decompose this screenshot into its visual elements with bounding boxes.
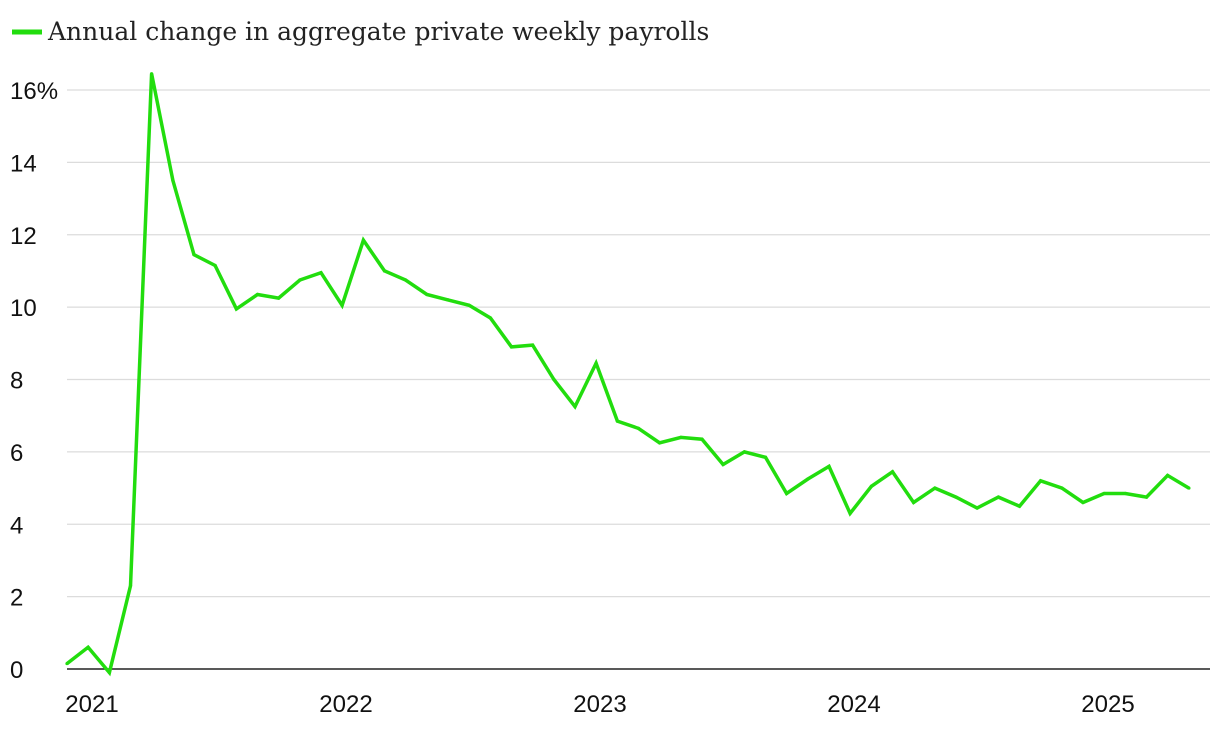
data-point bbox=[530, 343, 535, 347]
data-point bbox=[552, 377, 556, 382]
x-tick-label: 2023 bbox=[573, 691, 626, 718]
y-tick-label: 16% bbox=[10, 78, 58, 105]
series-group bbox=[65, 72, 1191, 677]
data-point bbox=[65, 661, 69, 666]
data-point bbox=[425, 292, 429, 297]
data-point bbox=[1060, 486, 1064, 490]
data-point bbox=[784, 491, 789, 496]
data-point bbox=[679, 435, 683, 439]
data-point bbox=[86, 645, 90, 649]
data-point bbox=[573, 405, 577, 409]
data-point bbox=[107, 671, 112, 675]
x-tick-label: 2024 bbox=[827, 691, 880, 718]
y-tick-label: 14 bbox=[10, 150, 37, 177]
series-line bbox=[65, 73, 1190, 677]
y-tick-label: 8 bbox=[10, 368, 23, 395]
y-tick-label: 6 bbox=[10, 440, 23, 467]
data-point bbox=[890, 470, 895, 474]
data-point bbox=[869, 484, 874, 488]
x-tick-label: 2022 bbox=[319, 691, 372, 718]
legend-label: Annual change in aggregate private weekl… bbox=[47, 17, 709, 46]
data-point bbox=[298, 278, 302, 282]
data-point bbox=[234, 307, 239, 311]
data-point bbox=[721, 462, 725, 467]
legend: Annual change in aggregate private weekl… bbox=[12, 17, 709, 46]
data-point bbox=[509, 345, 514, 349]
data-point bbox=[276, 296, 281, 300]
data-point bbox=[403, 278, 408, 282]
data-point bbox=[700, 437, 704, 441]
data-point bbox=[1017, 504, 1022, 508]
data-point bbox=[149, 72, 154, 76]
data-point bbox=[192, 253, 196, 257]
x-tick-label: 2025 bbox=[1081, 691, 1134, 718]
data-point bbox=[213, 263, 217, 268]
data-point bbox=[171, 178, 175, 183]
y-tick-label: 10 bbox=[10, 295, 37, 322]
data-point bbox=[467, 303, 471, 307]
y-tick-label: 12 bbox=[10, 223, 37, 250]
data-point bbox=[1123, 491, 1128, 496]
data-point bbox=[361, 238, 366, 242]
data-point bbox=[1187, 486, 1191, 490]
x-axis-tick-labels: 2021 2022 2023 2024 2025 bbox=[65, 691, 1134, 718]
data-point bbox=[1038, 479, 1043, 483]
y-tick-label: 0 bbox=[10, 657, 23, 684]
data-point bbox=[996, 495, 1001, 499]
data-point bbox=[975, 506, 979, 510]
data-point bbox=[911, 500, 916, 505]
data-point bbox=[488, 316, 493, 320]
data-point bbox=[827, 464, 831, 468]
data-point bbox=[255, 292, 260, 297]
data-point bbox=[636, 426, 641, 430]
data-point bbox=[340, 303, 344, 307]
data-point bbox=[1165, 473, 1170, 477]
data-point bbox=[742, 450, 747, 454]
data-point bbox=[382, 269, 387, 273]
data-point bbox=[1144, 495, 1149, 499]
data-point bbox=[806, 477, 810, 481]
data-point bbox=[954, 495, 958, 499]
data-point bbox=[128, 584, 133, 588]
x-tick-label: 2021 bbox=[65, 691, 118, 718]
y-tick-label: 2 bbox=[10, 585, 23, 612]
y-axis-tick-labels: 0 2 4 6 8 10 12 14 16% bbox=[10, 78, 58, 684]
data-point bbox=[1081, 500, 1085, 505]
data-point bbox=[594, 361, 598, 365]
gridlines bbox=[67, 89, 1210, 598]
data-point bbox=[657, 441, 662, 445]
data-point bbox=[319, 271, 323, 275]
data-point bbox=[615, 419, 620, 423]
data-point bbox=[848, 511, 852, 515]
data-point bbox=[763, 455, 768, 459]
data-point bbox=[446, 298, 450, 302]
y-tick-label: 4 bbox=[10, 512, 23, 539]
data-point bbox=[933, 486, 937, 490]
data-point bbox=[1102, 491, 1106, 496]
